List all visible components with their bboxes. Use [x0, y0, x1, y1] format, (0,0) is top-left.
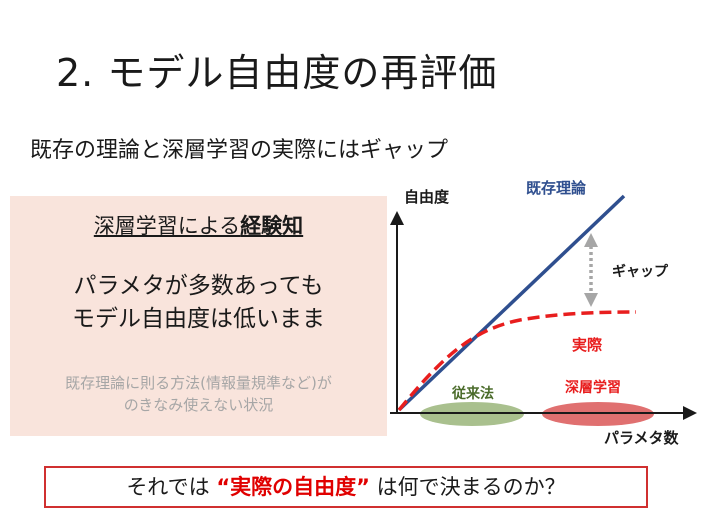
actual-curve	[397, 310, 637, 412]
slide-subtitle: 既存の理論と深層学習の実際にはギャップ	[30, 138, 449, 163]
question-box: それでは “実際の自由度” は何で決まるのか？	[44, 466, 648, 508]
panel-heading-bold: 経験知	[240, 214, 304, 238]
panel-main-line-2: モデル自由度は低いまま	[72, 306, 325, 332]
question-open-quote: “	[216, 475, 231, 499]
gap-label: ギャップ	[612, 263, 669, 279]
panel-note-line-2: のきなみ使えない状況	[123, 396, 274, 414]
panel-heading-underlined: 深層学習による経験知	[93, 214, 304, 238]
question-prefix: それでは	[126, 475, 217, 499]
question-suffix: は何で決まるのか？	[369, 475, 566, 499]
conventional-label: 従来法	[451, 385, 494, 401]
actual-label: 実際	[572, 336, 603, 354]
empirical-knowledge-panel: 深層学習による経験知 パラメタが多数あっても モデル自由度は低いまま 既存理論に…	[10, 196, 387, 436]
panel-note-line-1: 既存理論に則る方法(情報量規準など)が	[65, 374, 332, 392]
panel-main-text: パラメタが多数あっても モデル自由度は低いまま	[10, 270, 387, 336]
degrees-of-freedom-diagram: 自由度 パラメタ数 既存理論 ギャップ 実際 従来法 深層学習	[390, 179, 697, 447]
x-axis-label: パラメタ数	[604, 429, 680, 447]
panel-heading: 深層学習による経験知	[10, 210, 387, 240]
slide-title: 2. モデル自由度の再評価	[56, 51, 498, 95]
theory-label: 既存理論	[526, 179, 587, 197]
question-close-quote: ”	[356, 475, 370, 499]
theory-line	[397, 194, 626, 412]
panel-main-line-1: パラメタが多数あっても	[73, 273, 324, 299]
deep-learning-label: 深層学習	[565, 379, 621, 395]
panel-note: 既存理論に則る方法(情報量規準など)が のきなみ使えない状況	[10, 372, 387, 416]
y-axis-label: 自由度	[404, 188, 450, 206]
question-highlight: 実際の自由度	[230, 475, 357, 499]
